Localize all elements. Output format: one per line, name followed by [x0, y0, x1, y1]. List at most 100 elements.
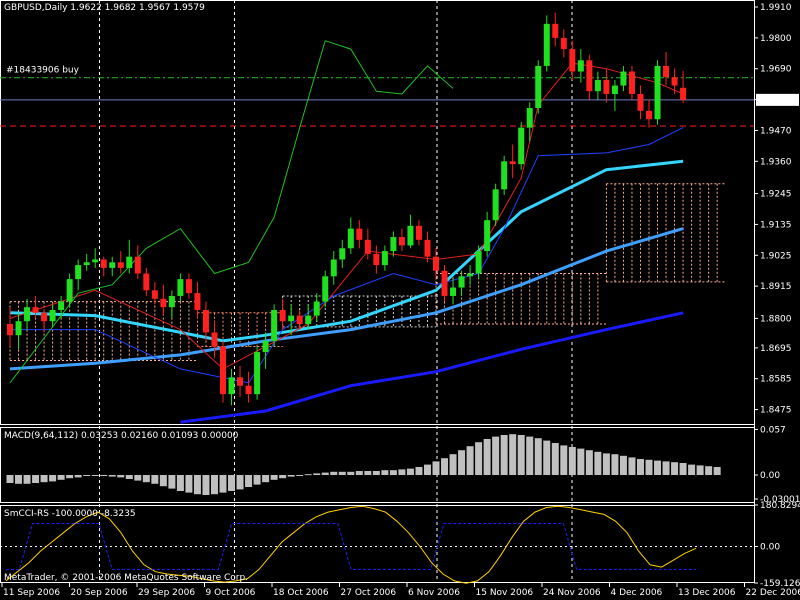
- candle-body: [484, 220, 491, 252]
- candle-body: [7, 324, 13, 336]
- price-tick-label: 1.9470: [760, 126, 792, 136]
- candle-body: [313, 301, 320, 316]
- macd-bar: [594, 451, 602, 475]
- candle-body: [24, 307, 31, 322]
- candle-body: [646, 110, 652, 120]
- macd-bar: [270, 475, 278, 480]
- candle-body: [134, 256, 141, 274]
- macd-bar: [100, 475, 108, 476]
- macd-bar: [142, 475, 150, 483]
- time-tick-label: 4 Dec 2006: [611, 588, 663, 598]
- candle-body: [117, 262, 124, 268]
- macd-bar: [23, 475, 31, 484]
- macd-bar: [517, 435, 525, 475]
- time-tick-label: 13 Dec 2006: [678, 588, 736, 598]
- candle-body: [220, 346, 226, 395]
- price-tick-label: 1.8915: [760, 282, 792, 292]
- macd-bar: [364, 471, 372, 475]
- candle-body: [569, 49, 576, 72]
- macd-bar: [176, 475, 184, 491]
- macd-bar: [696, 465, 704, 475]
- price-tick-label: 1.9245: [760, 190, 792, 200]
- macd-bar: [151, 475, 159, 484]
- candle-body: [364, 239, 371, 254]
- candle-body: [58, 301, 65, 310]
- candle-body: [296, 315, 303, 325]
- macd-bar: [492, 436, 500, 475]
- candle-body: [305, 315, 312, 325]
- candle-body: [32, 307, 39, 313]
- price-tick-label: 1.8800: [760, 314, 792, 324]
- macd-bar: [526, 436, 534, 475]
- macd-bar: [568, 447, 576, 475]
- candle-body: [373, 253, 380, 266]
- macd-tick-label: 0.057: [760, 425, 786, 435]
- macd-bar: [398, 469, 406, 475]
- cci-title: SmCCI-RS -100.0000 -8.3235: [4, 509, 136, 519]
- current-price-value: 1.9579: [759, 96, 791, 106]
- indicator-ma-slow: [180, 311, 684, 424]
- macd-bar: [330, 471, 338, 475]
- candle-body: [168, 295, 175, 308]
- candle-body: [577, 60, 584, 72]
- macd-bar: [441, 458, 449, 475]
- macd-bar: [296, 475, 304, 476]
- macd-bar: [628, 457, 636, 475]
- time-tick-label: 18 Oct 2006: [273, 588, 329, 598]
- macd-bar: [551, 443, 559, 475]
- price-tick-label: 1.9690: [760, 65, 792, 75]
- macd-bar: [262, 475, 270, 483]
- macd-bar: [713, 467, 721, 475]
- macd-bar: [57, 475, 65, 480]
- macd-bar: [304, 474, 312, 476]
- candle-body: [467, 273, 474, 277]
- cci-tick-label: -159.126: [760, 579, 800, 589]
- candle-body: [518, 127, 525, 165]
- candle-body: [262, 340, 269, 353]
- macd-bar: [636, 459, 644, 475]
- macd-bar: [117, 475, 125, 478]
- macd-bar: [228, 475, 236, 491]
- candle-body: [100, 259, 107, 268]
- macd-bar: [705, 466, 713, 475]
- time-tick-label: 29 Sep 2006: [138, 588, 195, 598]
- candle-body: [407, 225, 414, 246]
- macd-bar: [500, 435, 508, 475]
- macd-bar: [645, 459, 653, 475]
- macd-bar: [185, 475, 193, 493]
- macd-bar: [483, 439, 491, 475]
- time-tick-label: 20 Sep 2006: [71, 588, 128, 598]
- macd-bar: [32, 475, 40, 483]
- time-tick-label: 22 Dec 2006: [746, 588, 800, 598]
- macd-bar: [355, 471, 363, 475]
- macd-bar: [6, 475, 14, 483]
- macd-bar: [40, 475, 48, 483]
- price-chart-title: GBPUSD,Daily 1.9622 1.9682 1.9567 1.9579: [4, 3, 205, 13]
- candle-body: [611, 85, 618, 94]
- macd-bar: [679, 463, 687, 475]
- candle-body: [92, 259, 99, 263]
- candle-body: [381, 251, 388, 266]
- candle-body: [143, 273, 150, 291]
- macd-bar: [619, 455, 627, 475]
- macd-bar: [338, 471, 346, 475]
- indicator-ma-mid: [9, 227, 684, 371]
- macd-bar: [202, 475, 210, 495]
- candle-body: [509, 161, 516, 165]
- time-tick-label: 24 Nov 2006: [543, 588, 601, 598]
- candle-body: [254, 352, 261, 395]
- candle-body: [66, 279, 73, 302]
- candle-body: [433, 256, 439, 271]
- candle-body: [330, 259, 337, 277]
- candle-body: [271, 309, 278, 341]
- cci-tick-label: 0.00: [760, 542, 780, 552]
- macd-bar: [654, 460, 662, 475]
- time-tick-label: 27 Oct 2006: [341, 588, 397, 598]
- macd-bar: [83, 475, 91, 476]
- cci-tick-label: 180.8294: [760, 501, 800, 511]
- candle-body: [322, 276, 329, 302]
- macd-bar: [458, 450, 466, 475]
- candle-body: [543, 23, 550, 66]
